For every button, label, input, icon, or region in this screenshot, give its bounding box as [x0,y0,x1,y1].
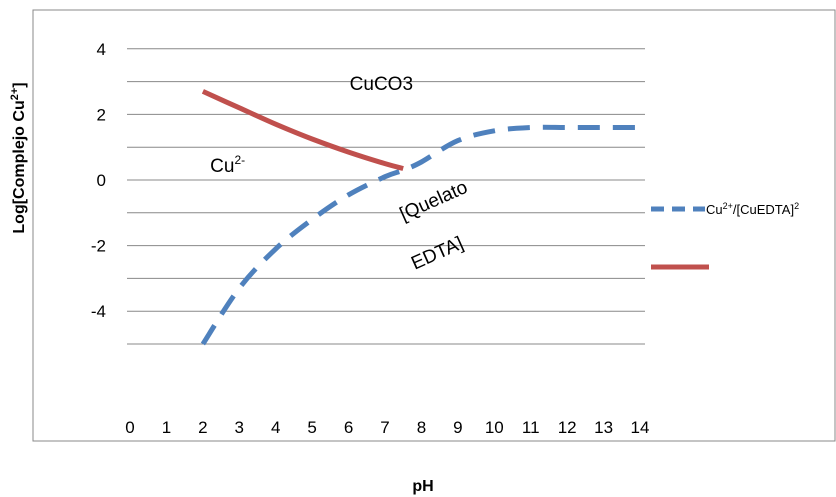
legend: Cu2+/[CuEDTA]2 [651,201,799,270]
x-axis-title: pH [412,478,433,495]
y-tick-label: 2 [97,105,106,124]
x-tick-label: 8 [417,418,426,437]
x-tick-label: 1 [162,418,171,437]
x-tick-label: 11 [522,418,540,437]
y-tick-label: 0 [97,171,106,190]
x-tick-label: 10 [485,418,504,437]
x-tick-label: 12 [558,418,577,437]
x-tick-label: 9 [453,418,462,437]
x-tick-label: 0 [125,418,134,437]
x-tick-label: 14 [631,418,650,437]
x-tick-label: 5 [307,418,316,437]
series-line-cuedta [200,124,640,346]
series-layer [200,89,640,346]
y-axis-ticks: 420-2-4-6 [91,40,106,321]
y-axis-title-sup: 2+ [9,88,21,101]
gridlines [127,48,645,345]
legend-label-blue: Cu2+/[CuEDTA]2 [706,201,799,217]
x-tick-label: 7 [380,418,389,437]
y-axis-title: Log[Complejo Cu2+] [9,82,28,233]
chart-annotation: Cu2- [210,153,245,177]
y-tick-label: 4 [97,40,106,59]
chart-border [32,9,836,442]
x-tick-label: 3 [235,418,244,437]
chart-annotation: CuCO3 [350,74,413,95]
x-tick-label: 4 [271,418,280,437]
x-tick-label: 6 [344,418,353,437]
x-tick-label: 13 [594,418,613,437]
series-line-cuco3 [201,89,404,171]
y-tick-label: -2 [91,237,106,256]
y-tick-label: -4 [91,302,106,321]
x-axis-ticks: 0 1 2 3 4 5 6 7 8 9 10 11 12 13 14 [125,418,649,437]
x-tick-label: 2 [198,418,207,437]
